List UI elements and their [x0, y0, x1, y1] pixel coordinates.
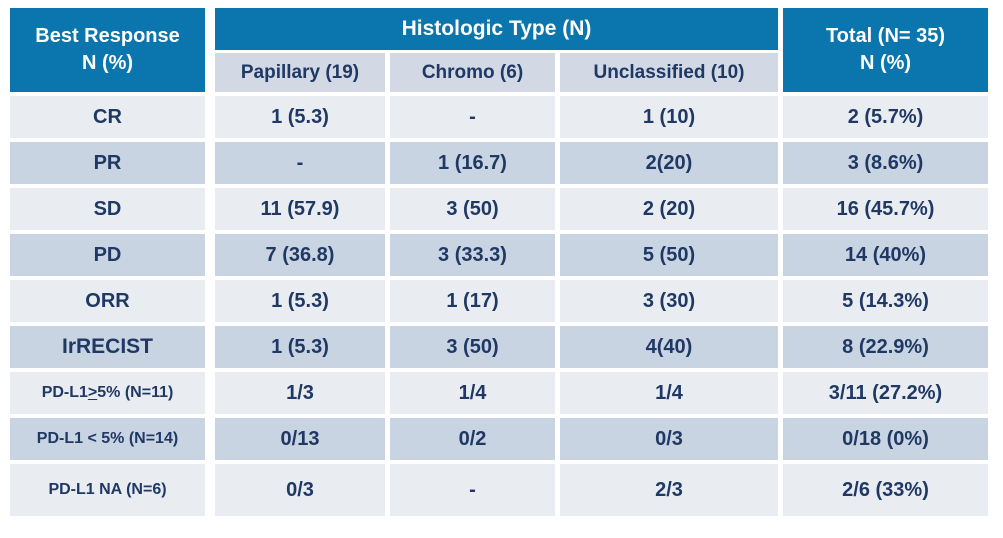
data-cell: 2 (5.7%): [783, 96, 988, 138]
data-cell: 0/13: [215, 418, 385, 460]
data-cell: 16 (45.7%): [783, 188, 988, 230]
row-label: ORR: [10, 280, 205, 322]
data-cell: 5 (50): [560, 234, 778, 276]
table-header: Best Response N (%) Histologic Type (N) …: [10, 8, 988, 92]
data-cell: 1 (10): [560, 96, 778, 138]
data-cell: 2 (20): [560, 188, 778, 230]
table-row-sd: SD 11 (57.9) 3 (50) 2 (20) 16 (45.7%): [10, 188, 988, 230]
row-label-prefix: PD-L1: [42, 384, 88, 402]
data-cell: 1 (5.3): [215, 96, 385, 138]
header-best-response-line1: Best Response: [35, 23, 180, 50]
gte-symbol: >: [88, 384, 97, 402]
response-table: Best Response N (%) Histologic Type (N) …: [10, 8, 988, 516]
row-label: PD: [10, 234, 205, 276]
data-cell: 1/4: [390, 372, 555, 414]
data-cell: 4(40): [560, 326, 778, 368]
data-cell: 0/18 (0%): [783, 418, 988, 460]
table-row-pdl1-na: PD-L1 NA (N=6) 0/3 - 2/3 2/6 (33%): [10, 464, 988, 516]
data-cell: 3 (30): [560, 280, 778, 322]
data-cell: 2(20): [560, 142, 778, 184]
data-cell: 11 (57.9): [215, 188, 385, 230]
table-row-pdl1-gte5: PD-L1> 5% (N=11) 1/3 1/4 1/4 3/11 (27.2%…: [10, 372, 988, 414]
data-cell: 1 (17): [390, 280, 555, 322]
data-cell: 14 (40%): [783, 234, 988, 276]
subheader-chromo: Chromo (6): [390, 53, 555, 92]
data-cell: 7 (36.8): [215, 234, 385, 276]
header-best-response: Best Response N (%): [10, 8, 205, 92]
row-label: PD-L1 < 5% (N=14): [10, 418, 205, 460]
data-cell: 0/3: [215, 464, 385, 516]
table-row-irrecist: IrRECIST 1 (5.3) 3 (50) 4(40) 8 (22.9%): [10, 326, 988, 368]
header-total-line1: Total (N= 35): [826, 23, 945, 50]
header-total-line2: N (%): [860, 50, 911, 77]
table-row-pd: PD 7 (36.8) 3 (33.3) 5 (50) 14 (40%): [10, 234, 988, 276]
table-row-pdl1-lt5: PD-L1 < 5% (N=14) 0/13 0/2 0/3 0/18 (0%): [10, 418, 988, 460]
header-histologic-group: Histologic Type (N) Papillary (19) Chrom…: [215, 8, 778, 92]
row-label: PD-L1 NA (N=6): [10, 464, 205, 516]
data-cell: 0/3: [560, 418, 778, 460]
data-cell: 5 (14.3%): [783, 280, 988, 322]
row-label: PD-L1> 5% (N=11): [10, 372, 205, 414]
data-cell: -: [390, 96, 555, 138]
subheader-row: Papillary (19) Chromo (6) Unclassified (…: [215, 53, 778, 92]
data-cell: 0/2: [390, 418, 555, 460]
data-cell: 8 (22.9%): [783, 326, 988, 368]
data-cell: 1 (5.3): [215, 280, 385, 322]
row-label: PR: [10, 142, 205, 184]
data-cell: -: [215, 142, 385, 184]
row-label: SD: [10, 188, 205, 230]
data-cell: 3 (33.3): [390, 234, 555, 276]
row-label: CR: [10, 96, 205, 138]
row-label: IrRECIST: [10, 326, 205, 368]
data-cell: 1 (16.7): [390, 142, 555, 184]
subheader-papillary: Papillary (19): [215, 53, 385, 92]
data-cell: 3 (50): [390, 188, 555, 230]
header-total: Total (N= 35) N (%): [783, 8, 988, 92]
table-row-pr: PR - 1 (16.7) 2(20) 3 (8.6%): [10, 142, 988, 184]
header-best-response-line2: N (%): [82, 50, 133, 77]
data-cell: -: [390, 464, 555, 516]
header-histologic-title: Histologic Type (N): [215, 8, 778, 50]
row-label-suffix: 5% (N=11): [97, 384, 173, 402]
data-cell: 3 (50): [390, 326, 555, 368]
data-cell: 3/11 (27.2%): [783, 372, 988, 414]
data-cell: 2/6 (33%): [783, 464, 988, 516]
table-row-cr: CR 1 (5.3) - 1 (10) 2 (5.7%): [10, 96, 988, 138]
table-row-orr: ORR 1 (5.3) 1 (17) 3 (30) 5 (14.3%): [10, 280, 988, 322]
data-cell: 3 (8.6%): [783, 142, 988, 184]
subheader-unclassified: Unclassified (10): [560, 53, 778, 92]
data-cell: 1/4: [560, 372, 778, 414]
data-cell: 1 (5.3): [215, 326, 385, 368]
data-cell: 2/3: [560, 464, 778, 516]
data-cell: 1/3: [215, 372, 385, 414]
